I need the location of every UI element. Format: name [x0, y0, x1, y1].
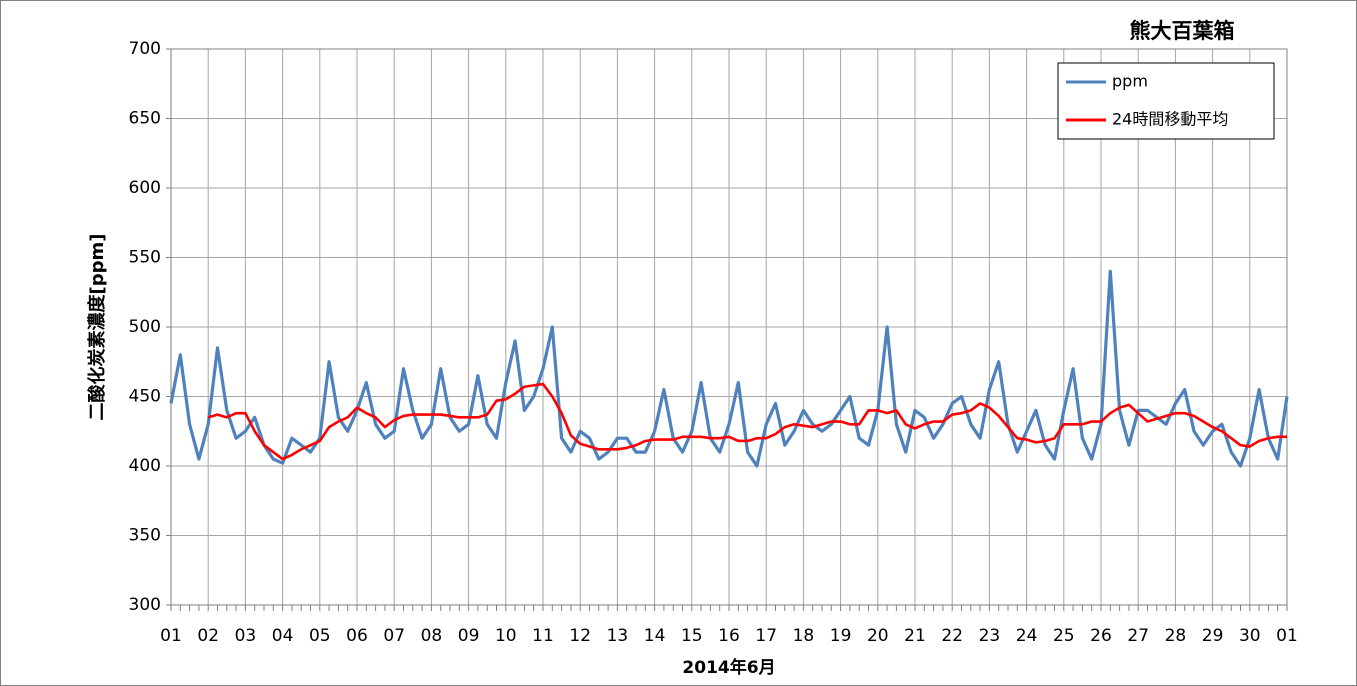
y-tick-label: 650: [129, 109, 161, 129]
legend-box: [1057, 62, 1275, 140]
y-tick-label: 500: [129, 317, 161, 337]
x-tick-label: 04: [272, 626, 294, 646]
x-tick-label: 01: [1276, 626, 1298, 646]
y-axis-label: 二酸化炭素濃度[ppm]: [86, 234, 108, 421]
chart-title: 熊大百葉箱: [1130, 19, 1235, 43]
x-tick-label: 18: [793, 626, 815, 646]
x-tick-label: 16: [718, 626, 740, 646]
x-tick-label: 03: [235, 626, 257, 646]
x-tick-label: 15: [681, 626, 703, 646]
y-tick-label: 700: [129, 39, 161, 59]
x-axis-label: 2014年6月: [682, 657, 775, 678]
data-line: [169, 269, 1289, 468]
x-tick-label: 30: [1239, 626, 1261, 646]
x-tick-label: 02: [197, 626, 219, 646]
x-tick-label: 27: [1127, 626, 1149, 646]
x-tick-label: 24: [1016, 626, 1038, 646]
data-line: [207, 382, 1287, 461]
y-tick-label: 550: [129, 248, 161, 268]
x-tick-label: 08: [421, 626, 443, 646]
x-tick-label: 28: [1165, 626, 1187, 646]
y-tick-label: 450: [129, 387, 161, 407]
x-tick-label: 23: [979, 626, 1001, 646]
x-tick-label: 11: [532, 626, 554, 646]
x-tick-label: 13: [607, 626, 629, 646]
legend-label: 24時間移動平均: [1112, 110, 1228, 129]
x-tick-label: 17: [755, 626, 777, 646]
x-tick-label: 06: [346, 626, 368, 646]
x-tick-label: 01: [160, 626, 182, 646]
legend-label: ppm: [1112, 72, 1148, 91]
x-tick-label: 14: [644, 626, 666, 646]
y-tick-label: 600: [129, 178, 161, 198]
x-tick-label: 21: [904, 626, 926, 646]
x-tick-label: 26: [1090, 626, 1112, 646]
x-tick-label: 07: [383, 626, 405, 646]
plot-border: [170, 48, 1288, 606]
x-tick-label: 20: [867, 626, 889, 646]
x-tick-label: 29: [1202, 626, 1224, 646]
y-tick-label: 300: [129, 595, 161, 615]
y-tick-label: 350: [129, 526, 161, 546]
y-tick-label: 400: [129, 456, 161, 476]
x-tick-label: 09: [458, 626, 480, 646]
x-tick-label: 05: [309, 626, 331, 646]
x-tick-label: 25: [1053, 626, 1075, 646]
x-tick-label: 19: [830, 626, 852, 646]
x-tick-label: 12: [569, 626, 591, 646]
x-tick-label: 10: [495, 626, 517, 646]
x-tick-label: 22: [941, 626, 963, 646]
